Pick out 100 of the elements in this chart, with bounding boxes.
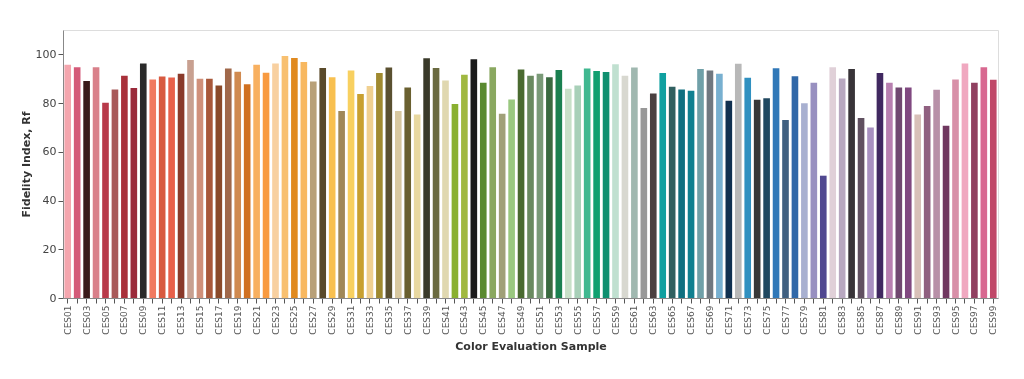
x-tick-label: CES33 bbox=[364, 305, 375, 335]
x-tick-label: CES47 bbox=[497, 305, 508, 335]
bar bbox=[791, 76, 799, 298]
bar bbox=[734, 63, 742, 298]
x-tick-label: CES17 bbox=[213, 305, 224, 335]
x-tick-label: CES21 bbox=[251, 305, 262, 335]
x-tick-label: CES41 bbox=[440, 305, 451, 335]
x-tick-label: CES67 bbox=[686, 305, 697, 335]
bar bbox=[177, 73, 185, 298]
bar bbox=[196, 78, 204, 298]
bar bbox=[291, 58, 298, 298]
y-tick-label: 0 bbox=[49, 291, 57, 305]
x-tick-label: CES13 bbox=[176, 305, 187, 335]
x-tick-label: CES57 bbox=[591, 305, 602, 335]
bar bbox=[564, 88, 572, 298]
bar bbox=[215, 85, 223, 298]
x-tick-label: CES71 bbox=[723, 305, 734, 335]
bar bbox=[224, 68, 232, 298]
bar bbox=[206, 78, 213, 298]
bar bbox=[470, 59, 478, 298]
x-tick-label: CES95 bbox=[950, 305, 961, 335]
y-tick-label: 100 bbox=[35, 47, 57, 61]
bar bbox=[394, 110, 402, 298]
x-tick-label: CES05 bbox=[100, 305, 111, 335]
x-tick-label: CES55 bbox=[572, 305, 583, 335]
bar bbox=[923, 106, 931, 298]
bar bbox=[668, 86, 676, 298]
bar bbox=[980, 67, 988, 298]
bar bbox=[111, 89, 119, 298]
x-tick-label: CES93 bbox=[931, 305, 942, 335]
bar bbox=[366, 86, 374, 298]
x-tick-label: CES91 bbox=[912, 305, 923, 335]
x-tick-label: CES39 bbox=[421, 305, 432, 335]
bar bbox=[73, 67, 81, 298]
bar bbox=[442, 80, 449, 298]
bar bbox=[461, 74, 468, 298]
bar bbox=[678, 89, 685, 298]
bar bbox=[555, 69, 563, 298]
bar bbox=[300, 61, 308, 298]
x-tick-label: CES87 bbox=[874, 305, 885, 335]
bar bbox=[867, 127, 874, 298]
bar bbox=[479, 82, 487, 298]
bar bbox=[536, 73, 544, 298]
x-tick-label: CES03 bbox=[81, 305, 92, 335]
bar bbox=[744, 77, 752, 298]
x-tick-label: CES89 bbox=[893, 305, 904, 335]
x-tick-label: CES45 bbox=[478, 305, 489, 335]
bar bbox=[640, 107, 648, 298]
bar bbox=[772, 68, 780, 298]
bar bbox=[423, 58, 430, 298]
x-tick-label: CES15 bbox=[194, 305, 205, 335]
bar bbox=[357, 94, 364, 298]
bar bbox=[92, 67, 100, 298]
bar bbox=[187, 59, 194, 298]
bar bbox=[612, 64, 619, 298]
x-tick-label: CES83 bbox=[837, 305, 848, 335]
bar bbox=[451, 104, 459, 298]
x-tick-label: CES65 bbox=[667, 305, 678, 335]
bar bbox=[309, 81, 317, 298]
bar bbox=[895, 87, 903, 298]
bar bbox=[602, 71, 610, 298]
bar bbox=[130, 87, 138, 298]
bar bbox=[801, 103, 808, 298]
bar bbox=[319, 68, 327, 298]
bar bbox=[517, 69, 525, 298]
bar bbox=[83, 80, 90, 298]
y-tick-label: 40 bbox=[42, 194, 57, 208]
x-tick-label: CES53 bbox=[553, 305, 564, 335]
bar bbox=[659, 73, 667, 298]
y-tick-label: 20 bbox=[42, 242, 57, 256]
bar bbox=[725, 100, 733, 298]
bar bbox=[763, 98, 770, 298]
bar bbox=[876, 73, 884, 298]
bar bbox=[904, 87, 912, 298]
bar bbox=[527, 75, 534, 298]
x-tick-label: CES61 bbox=[629, 305, 640, 335]
bar bbox=[583, 68, 591, 298]
bar bbox=[829, 67, 837, 298]
x-tick-label: CES97 bbox=[969, 305, 980, 335]
bar bbox=[376, 72, 383, 298]
bar bbox=[498, 113, 506, 298]
x-tick-label: CES27 bbox=[308, 305, 319, 335]
bar bbox=[262, 72, 270, 298]
bar bbox=[158, 76, 166, 298]
bar bbox=[621, 75, 629, 298]
x-tick-label: CES11 bbox=[157, 305, 168, 335]
bar bbox=[404, 87, 412, 298]
bar bbox=[697, 68, 704, 298]
bar bbox=[328, 77, 336, 298]
bar bbox=[687, 90, 695, 298]
x-tick-label: CES43 bbox=[459, 305, 470, 335]
bar bbox=[989, 79, 997, 298]
x-tick-label: CES37 bbox=[402, 305, 413, 335]
bar bbox=[102, 102, 109, 298]
y-tick-label: 80 bbox=[42, 96, 57, 110]
bar bbox=[546, 77, 553, 298]
bar bbox=[272, 63, 279, 298]
bar bbox=[489, 67, 497, 298]
bar bbox=[413, 114, 421, 298]
bar bbox=[952, 79, 959, 298]
